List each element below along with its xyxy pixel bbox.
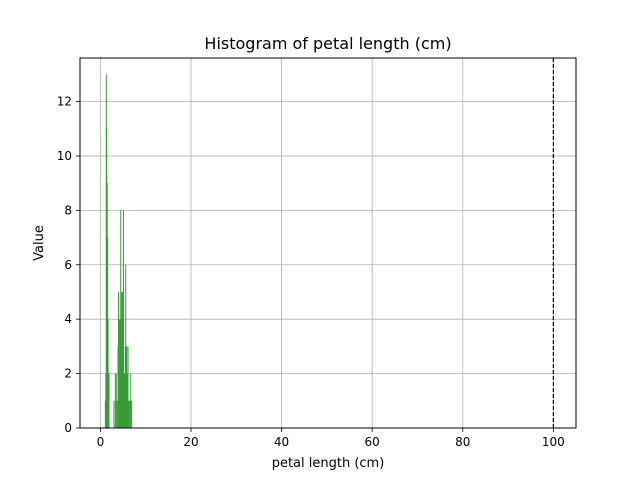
y-axis-label: Value	[32, 225, 47, 261]
x-tick-label: 80	[455, 435, 470, 449]
x-tick-label: 60	[365, 435, 380, 449]
y-tick-label: 2	[64, 367, 72, 381]
x-tick-label: 0	[97, 435, 105, 449]
y-tick-label: 0	[64, 421, 72, 435]
histogram-bar	[113, 400, 115, 428]
histogram-bar	[127, 346, 129, 428]
y-tick-label: 10	[57, 149, 72, 163]
histogram-bar	[107, 319, 109, 428]
bars-layer	[104, 74, 133, 428]
histogram-bar	[128, 400, 130, 428]
x-axis-label: petal length (cm)	[272, 456, 385, 471]
histogram-bar	[115, 373, 117, 428]
histogram-bar	[114, 373, 116, 428]
x-tick-label: 20	[183, 435, 198, 449]
y-axis-ticks: 0 2 4 6 8 10 12	[57, 95, 80, 435]
histogram-bar	[122, 210, 124, 428]
histogram-bar	[131, 400, 133, 428]
y-tick-label: 12	[57, 95, 72, 109]
y-tick-label: 6	[64, 258, 72, 272]
histogram-bar	[130, 373, 132, 428]
histogram-bar	[116, 400, 118, 428]
histogram-bar	[108, 373, 110, 428]
histogram-bar	[120, 210, 122, 428]
x-tick-label: 40	[274, 435, 289, 449]
x-axis-ticks: 0 20 40 60 80 100	[97, 428, 565, 449]
chart-title: Histogram of petal length (cm)	[204, 34, 451, 53]
x-tick-label: 100	[542, 435, 565, 449]
y-tick-label: 8	[64, 203, 72, 217]
y-tick-label: 4	[64, 312, 72, 326]
plot-frame	[79, 57, 577, 429]
